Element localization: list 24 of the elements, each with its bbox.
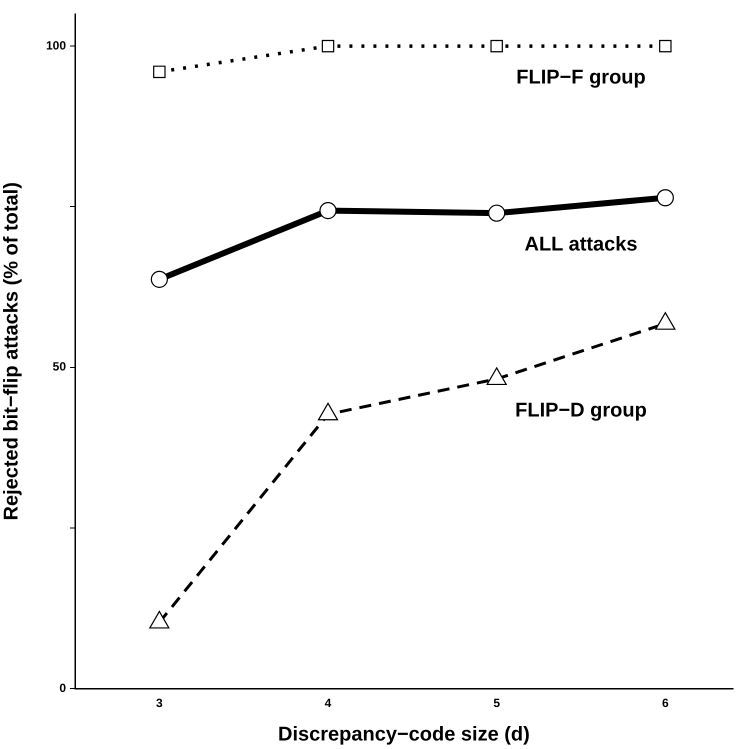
point bbox=[659, 40, 672, 52]
point bbox=[319, 202, 337, 220]
x-tick-label: 4 bbox=[324, 696, 332, 710]
point bbox=[488, 204, 506, 222]
y-axis-title: Rejected bit−flip attacks (% of total) bbox=[0, 182, 23, 520]
point bbox=[655, 312, 676, 330]
x-tick-label: 3 bbox=[156, 696, 164, 710]
series-label: ALL attacks bbox=[524, 234, 638, 256]
x-tick-label: 5 bbox=[493, 696, 500, 710]
point bbox=[322, 40, 334, 52]
y-tick-label: 100 bbox=[46, 38, 66, 52]
point bbox=[486, 367, 507, 386]
point bbox=[318, 402, 338, 420]
y-tick-label: 0 bbox=[59, 680, 66, 695]
point bbox=[149, 610, 170, 629]
point bbox=[656, 189, 674, 206]
series-label: FLIP−D group bbox=[515, 399, 647, 422]
y-tick-label: 50 bbox=[52, 360, 66, 374]
series-label: FLIP−F group bbox=[516, 66, 646, 89]
point bbox=[490, 40, 503, 52]
x-axis-title: Discrepancy−code size (d) bbox=[278, 724, 530, 746]
point bbox=[153, 66, 166, 78]
x-tick-label: 6 bbox=[662, 696, 669, 710]
point bbox=[150, 270, 168, 288]
